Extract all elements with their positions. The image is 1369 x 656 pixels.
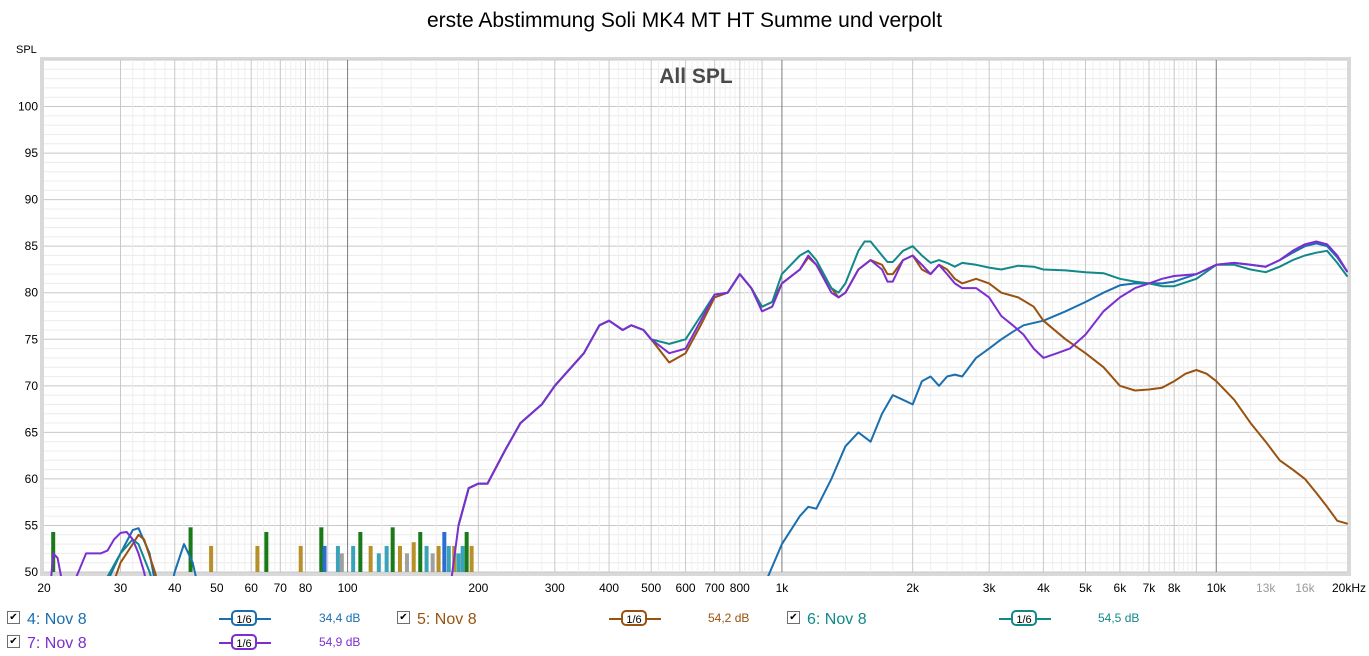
hist-bar — [430, 553, 435, 572]
x-tick-label: 7k — [1143, 581, 1157, 595]
smoothing-button-6[interactable]: 1/6 — [999, 609, 1051, 627]
y-tick-label: 50 — [25, 565, 39, 579]
y-tick-label: 60 — [25, 472, 39, 486]
y-tick-label: 100 — [18, 100, 38, 114]
y-tick-label: 80 — [25, 286, 39, 300]
hist-bar — [322, 545, 327, 572]
x-tick-label: 2k — [906, 581, 920, 595]
smoothing-button-5[interactable]: 1/6 — [609, 609, 661, 627]
hist-bar — [298, 545, 303, 572]
hist-bar — [351, 545, 356, 572]
x-tick-label: 1k — [776, 581, 790, 595]
x-tick-label: 4k — [1037, 581, 1051, 595]
series-layer — [0, 40, 1369, 600]
x-tick-label: 50 — [210, 581, 224, 595]
y-axis-label: SPL — [16, 44, 37, 56]
text-layer: 50 55 60 65 70 75 80 85 90 95 100 SPL 20 30 40 50 60 70 80… — [16, 44, 1366, 595]
hist-bar — [209, 545, 214, 572]
legend-value: 54,5 dB — [1098, 611, 1140, 625]
x-tick-label: 800 — [730, 581, 750, 595]
hist-bar — [264, 531, 269, 572]
chart-subtitle: All SPL — [659, 65, 733, 88]
axes-layer — [40, 57, 1351, 576]
legend-value: 34,4 dB — [319, 611, 361, 625]
smoothing-label: 1/6 — [621, 610, 647, 626]
histogram-layer — [51, 527, 474, 572]
y-tick-label: 65 — [25, 425, 39, 439]
x-tick-label: 60 — [245, 581, 259, 595]
legend-checkbox-6[interactable]: ✔ — [787, 611, 800, 624]
y-tick-label: 55 — [25, 518, 39, 532]
x-tick-label: 40 — [168, 581, 182, 595]
plot-area — [44, 60, 1347, 572]
x-tick-label: 13k — [1256, 581, 1276, 595]
hist-bar — [188, 527, 193, 572]
legend-checkbox-7[interactable]: ✔ — [7, 635, 20, 648]
x-tick-label: 20 — [37, 581, 51, 595]
y-tick-label: 75 — [25, 332, 39, 346]
legend-checkbox-5[interactable]: ✔ — [397, 611, 410, 624]
legend-value: 54,2 dB — [708, 611, 750, 625]
y-tick-label: 85 — [25, 239, 39, 253]
hist-bar — [424, 545, 429, 572]
series-line-7 — [48, 240, 1348, 600]
bottom-mask — [0, 576, 1369, 600]
x-tick-label: 30 — [114, 581, 128, 595]
hist-bar — [319, 527, 324, 572]
hist-bar — [255, 545, 260, 572]
legend-label: 6: Nov 8 — [807, 611, 867, 628]
x-tick-label: 80 — [299, 581, 313, 595]
hist-bar — [446, 545, 451, 572]
chart-title: erste Abstimmung Soli MK4 MT HT Summe un… — [426, 9, 943, 32]
x-tick-label: 3k — [983, 581, 997, 595]
x-tick-label: 100 — [338, 581, 358, 595]
hist-bar — [335, 545, 340, 572]
hist-bar — [436, 545, 441, 572]
hist-bar — [460, 545, 465, 572]
hist-bar — [397, 545, 402, 572]
x-tick-label: 10k — [1207, 581, 1227, 595]
x-tick-label: 70 — [274, 581, 288, 595]
legend-label: 7: Nov 8 — [27, 635, 87, 652]
spl-chart: 50 55 60 65 70 75 80 85 90 95 100 SPL 20 30 40 50 60 70 80… — [0, 40, 1369, 600]
smoothing-button-7[interactable]: 1/6 — [219, 633, 271, 651]
hist-bar — [390, 527, 395, 572]
hist-bar — [456, 553, 461, 572]
y-tick-label: 95 — [25, 146, 39, 160]
hist-bar — [376, 553, 381, 572]
legend-label: 4: Nov 8 — [27, 611, 87, 628]
hist-bar — [368, 545, 373, 572]
smoothing-label: 1/6 — [1011, 610, 1037, 626]
x-tick-label: 700 — [705, 581, 725, 595]
legend-label: 5: Nov 8 — [417, 611, 477, 628]
hist-bar — [339, 553, 344, 572]
hist-bar — [358, 531, 363, 572]
smoothing-label: 1/6 — [231, 634, 257, 650]
hist-bar — [469, 545, 474, 572]
x-tick-label: 300 — [545, 581, 565, 595]
hist-bar — [442, 531, 447, 572]
hist-bar — [51, 531, 56, 572]
legend-value: 54,9 dB — [319, 635, 361, 649]
legend-checkbox-4[interactable]: ✔ — [7, 611, 20, 624]
smoothing-label: 1/6 — [231, 610, 257, 626]
x-tick-label: 600 — [676, 581, 696, 595]
x-tick-label: 500 — [641, 581, 661, 595]
hist-bar — [384, 545, 389, 572]
x-tick-label: 200 — [468, 581, 488, 595]
smoothing-button-4[interactable]: 1/6 — [219, 609, 271, 627]
hist-bar — [418, 531, 423, 572]
left-mask — [0, 40, 40, 576]
x-tick-label: 5k — [1079, 581, 1093, 595]
hist-bar — [464, 531, 469, 572]
hist-bar — [404, 553, 409, 572]
hist-bar — [411, 542, 416, 572]
x-tick-label: 8k — [1168, 581, 1182, 595]
x-tick-label: 16k — [1295, 581, 1315, 595]
x-tick-label: 20kHz — [1332, 581, 1366, 595]
y-tick-label: 90 — [25, 193, 39, 207]
x-tick-label: 6k — [1114, 581, 1128, 595]
y-tick-label: 70 — [25, 379, 39, 393]
x-tick-label: 400 — [599, 581, 619, 595]
